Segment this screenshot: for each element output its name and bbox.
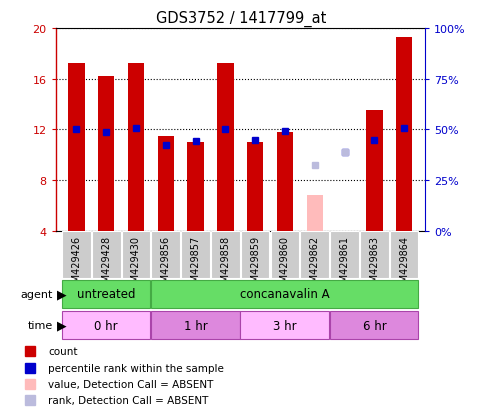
Text: concanavalin A: concanavalin A bbox=[240, 288, 330, 301]
Text: rank, Detection Call = ABSENT: rank, Detection Call = ABSENT bbox=[48, 395, 209, 405]
Text: count: count bbox=[48, 347, 78, 356]
Text: GDS3752 / 1417799_at: GDS3752 / 1417799_at bbox=[156, 10, 327, 26]
Text: 1 hr: 1 hr bbox=[184, 319, 208, 332]
Text: 6 hr: 6 hr bbox=[363, 319, 386, 332]
Bar bbox=[98, 77, 114, 231]
Bar bbox=[128, 64, 144, 231]
Text: GSM429862: GSM429862 bbox=[310, 235, 320, 294]
Bar bbox=[211, 231, 240, 279]
Text: GSM429856: GSM429856 bbox=[161, 235, 171, 294]
Bar bbox=[360, 231, 389, 279]
Text: agent: agent bbox=[21, 289, 53, 299]
Bar bbox=[157, 136, 174, 231]
Bar bbox=[247, 143, 263, 231]
Bar bbox=[152, 231, 180, 279]
Text: GSM429857: GSM429857 bbox=[191, 235, 200, 294]
Bar bbox=[68, 64, 85, 231]
Text: time: time bbox=[28, 320, 53, 330]
Bar bbox=[241, 311, 329, 339]
Bar bbox=[61, 311, 150, 339]
Text: GSM429426: GSM429426 bbox=[71, 235, 82, 294]
Bar bbox=[270, 231, 299, 279]
Bar bbox=[217, 64, 234, 231]
Text: ▶: ▶ bbox=[57, 288, 67, 301]
Bar bbox=[241, 231, 270, 279]
Bar bbox=[181, 231, 210, 279]
Bar bbox=[366, 111, 383, 231]
Text: GSM429859: GSM429859 bbox=[250, 235, 260, 294]
Text: percentile rank within the sample: percentile rank within the sample bbox=[48, 363, 224, 373]
Bar bbox=[151, 311, 240, 339]
Text: GSM429860: GSM429860 bbox=[280, 235, 290, 294]
Bar bbox=[151, 280, 418, 308]
Text: GSM429863: GSM429863 bbox=[369, 235, 379, 294]
Bar bbox=[277, 133, 293, 231]
Text: 3 hr: 3 hr bbox=[273, 319, 297, 332]
Text: GSM429430: GSM429430 bbox=[131, 235, 141, 294]
Bar bbox=[92, 231, 120, 279]
Bar bbox=[62, 231, 91, 279]
Bar bbox=[187, 143, 204, 231]
Text: value, Detection Call = ABSENT: value, Detection Call = ABSENT bbox=[48, 379, 213, 389]
Bar bbox=[396, 38, 412, 231]
Bar bbox=[330, 231, 359, 279]
Bar bbox=[390, 231, 418, 279]
Text: untreated: untreated bbox=[77, 288, 135, 301]
Bar bbox=[330, 311, 418, 339]
Text: GSM429864: GSM429864 bbox=[399, 235, 409, 294]
Bar bbox=[122, 231, 150, 279]
Text: ▶: ▶ bbox=[57, 319, 67, 332]
Text: GSM429858: GSM429858 bbox=[220, 235, 230, 294]
Bar bbox=[61, 280, 150, 308]
Text: GSM429861: GSM429861 bbox=[340, 235, 350, 294]
Bar bbox=[307, 196, 323, 231]
Text: GSM429428: GSM429428 bbox=[101, 235, 111, 294]
Bar bbox=[300, 231, 329, 279]
Text: 0 hr: 0 hr bbox=[94, 319, 118, 332]
